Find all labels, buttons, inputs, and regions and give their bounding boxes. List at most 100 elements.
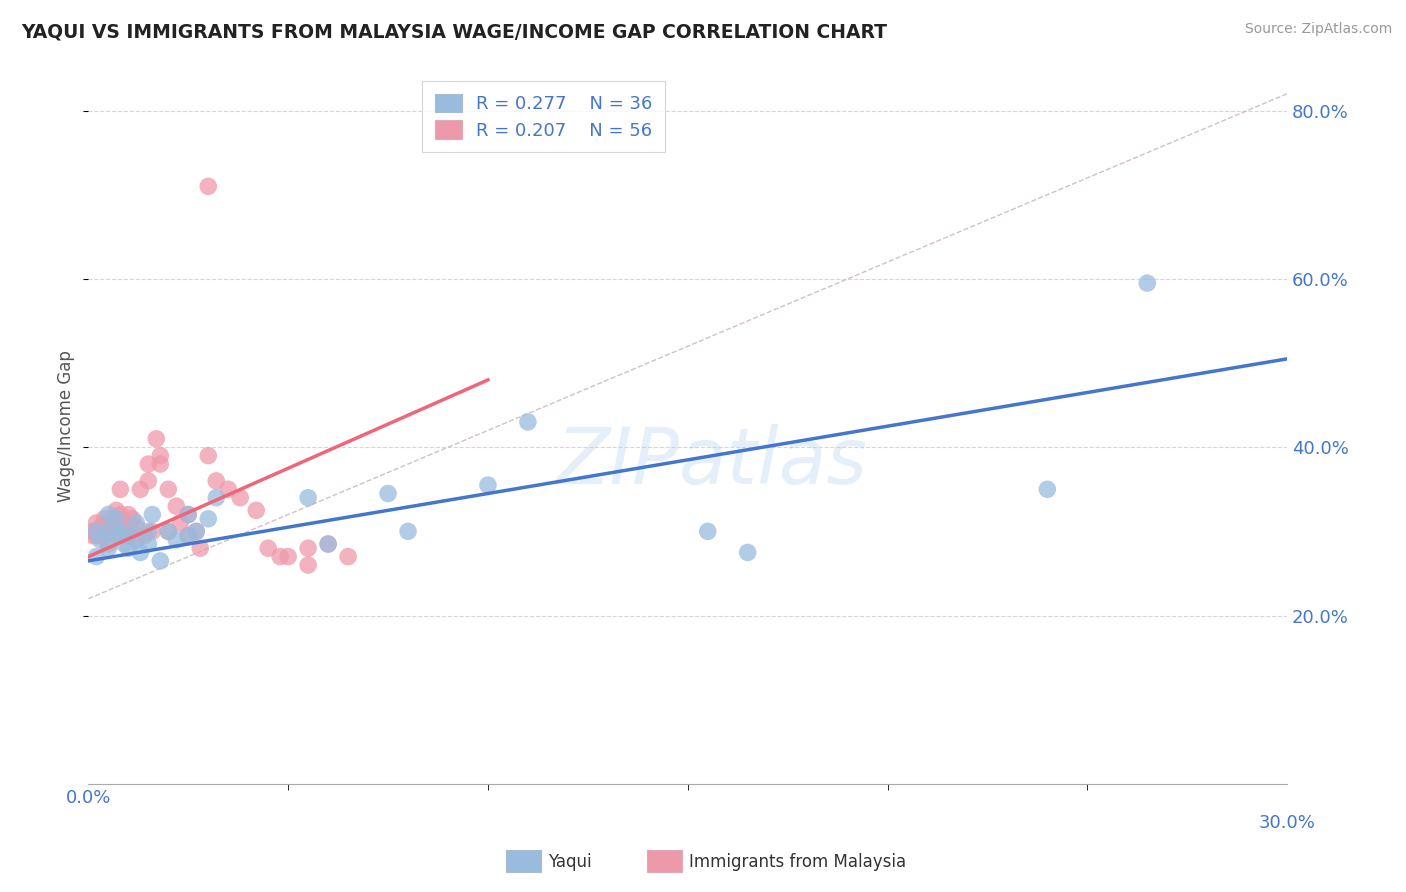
- Point: [105, 528, 128, 542]
- Point: [316, 537, 339, 551]
- Point: [177, 508, 200, 522]
- Point: [97, 537, 120, 551]
- Point: [205, 491, 228, 505]
- Point: [112, 516, 135, 530]
- Point: [101, 512, 124, 526]
- Point: [110, 524, 132, 539]
- Point: [1136, 276, 1159, 290]
- Point: [1036, 483, 1059, 497]
- Point: [110, 508, 132, 522]
- Point: [97, 508, 120, 522]
- Text: ZIPatlas: ZIPatlas: [557, 424, 868, 500]
- Point: [269, 549, 291, 564]
- Point: [89, 528, 111, 542]
- Point: [737, 545, 759, 559]
- Point: [396, 524, 419, 539]
- Point: [97, 541, 120, 556]
- Point: [112, 537, 135, 551]
- Point: [129, 545, 152, 559]
- Point: [297, 558, 319, 572]
- Point: [117, 541, 139, 556]
- Point: [141, 524, 163, 539]
- Text: Immigrants from Malaysia: Immigrants from Malaysia: [689, 853, 905, 871]
- Point: [297, 491, 319, 505]
- Y-axis label: Wage/Income Gap: Wage/Income Gap: [58, 351, 75, 502]
- Point: [257, 541, 280, 556]
- Point: [125, 516, 148, 530]
- Text: Yaqui: Yaqui: [548, 853, 592, 871]
- Text: Source: ZipAtlas.com: Source: ZipAtlas.com: [1244, 22, 1392, 37]
- Point: [125, 533, 148, 547]
- Point: [165, 533, 187, 547]
- Point: [197, 179, 219, 194]
- Point: [129, 483, 152, 497]
- Point: [186, 524, 208, 539]
- Point: [165, 499, 187, 513]
- Point: [97, 524, 120, 539]
- Point: [169, 516, 191, 530]
- Point: [82, 528, 104, 542]
- Point: [125, 520, 148, 534]
- Point: [93, 512, 115, 526]
- Point: [377, 486, 399, 500]
- Point: [205, 474, 228, 488]
- Point: [82, 524, 104, 539]
- Point: [89, 533, 111, 547]
- Point: [197, 512, 219, 526]
- Point: [157, 524, 180, 539]
- Point: [117, 528, 139, 542]
- Point: [86, 524, 108, 539]
- Point: [229, 491, 252, 505]
- Point: [477, 478, 499, 492]
- Point: [217, 483, 239, 497]
- Point: [97, 524, 120, 539]
- Point: [121, 512, 143, 526]
- Point: [110, 483, 132, 497]
- Text: 30.0%: 30.0%: [1258, 814, 1316, 832]
- Text: YAQUI VS IMMIGRANTS FROM MALAYSIA WAGE/INCOME GAP CORRELATION CHART: YAQUI VS IMMIGRANTS FROM MALAYSIA WAGE/I…: [21, 22, 887, 41]
- Point: [89, 520, 111, 534]
- Point: [105, 503, 128, 517]
- Point: [157, 524, 180, 539]
- Point: [177, 508, 200, 522]
- Point: [177, 528, 200, 542]
- Point: [186, 524, 208, 539]
- Point: [134, 528, 156, 542]
- Point: [136, 457, 159, 471]
- Point: [112, 528, 135, 542]
- Point: [145, 432, 167, 446]
- Point: [136, 474, 159, 488]
- Point: [157, 483, 180, 497]
- Point: [149, 457, 172, 471]
- Point: [141, 508, 163, 522]
- Point: [117, 508, 139, 522]
- Point: [101, 524, 124, 539]
- Point: [516, 415, 538, 429]
- Point: [86, 528, 108, 542]
- Point: [316, 537, 339, 551]
- Point: [149, 554, 172, 568]
- Point: [105, 516, 128, 530]
- Point: [297, 541, 319, 556]
- Point: [105, 528, 128, 542]
- Legend: R = 0.277    N = 36, R = 0.207    N = 56: R = 0.277 N = 36, R = 0.207 N = 56: [422, 81, 665, 153]
- Point: [337, 549, 360, 564]
- Point: [86, 549, 108, 564]
- Point: [277, 549, 299, 564]
- Point: [245, 503, 267, 517]
- Point: [696, 524, 718, 539]
- Point: [97, 516, 120, 530]
- Point: [136, 524, 159, 539]
- Point: [93, 520, 115, 534]
- Point: [105, 512, 128, 526]
- Point: [86, 516, 108, 530]
- Point: [117, 528, 139, 542]
- Point: [177, 528, 200, 542]
- Point: [149, 449, 172, 463]
- Point: [117, 520, 139, 534]
- Point: [136, 537, 159, 551]
- Point: [188, 541, 211, 556]
- Point: [197, 449, 219, 463]
- Point: [125, 533, 148, 547]
- Point: [93, 528, 115, 542]
